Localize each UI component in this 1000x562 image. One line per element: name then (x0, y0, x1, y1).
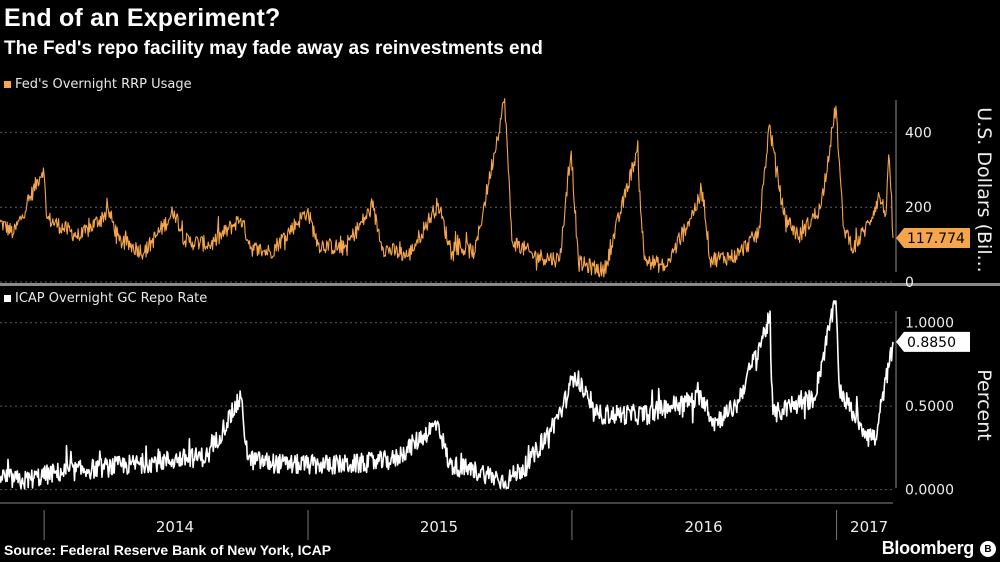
panel-separator (0, 283, 1000, 286)
panel-gc-repo: 0.0000 0.5000 1.0000 0.8850 Percent (0, 300, 995, 499)
y-tick-label: 0.0000 (905, 483, 954, 499)
legend-bottom: ICAP Overnight GC Repo Rate (4, 291, 207, 306)
legend-label-rrp: Fed's Overnight RRP Usage (15, 77, 192, 92)
x-tick-label-2015: 2015 (420, 518, 458, 536)
y-tick-label: 200 (905, 200, 932, 216)
legend-label-gc-repo: ICAP Overnight GC Repo Rate (15, 291, 208, 306)
y-axis-title: Percent (973, 369, 995, 441)
x-tick-label-2016: 2016 (684, 518, 722, 536)
series-line-rrp (0, 98, 894, 278)
y-tick-label: 0.5000 (905, 399, 954, 415)
last-value-flag-shape (896, 331, 970, 352)
x-tick-label-2014: 2014 (156, 518, 194, 536)
panel-rrp: 0 200 400 117.774 U.S. Dollars (Bil... (0, 98, 995, 291)
y-tick-label: 400 (905, 125, 932, 141)
chart-subtitle: The Fed's repo facility may fade away as… (4, 38, 543, 59)
last-value-label: 117.774 (907, 231, 965, 247)
brand-mark-icon: B (980, 541, 996, 557)
legend-top: Fed's Overnight RRP Usage (4, 77, 192, 92)
series-line-gc-repo (0, 300, 894, 490)
last-value-flag: 117.774 (896, 227, 970, 248)
brand-logo: Bloomberg (881, 538, 975, 558)
legend-swatch-rrp (4, 81, 11, 88)
y-tick-label: 1.0000 (905, 316, 954, 332)
last-value-label: 0.8850 (907, 335, 956, 351)
legend-swatch-gc-repo (4, 295, 11, 302)
last-value-flag: 0.8850 (896, 331, 970, 352)
y-axis-title: U.S. Dollars (Bil... (973, 107, 995, 272)
y-tick-label: 0 (905, 275, 914, 291)
chart-title: End of an Experiment? (4, 4, 281, 32)
last-value-flag-shape (896, 227, 970, 248)
x-tick-label-2017: 2017 (850, 518, 888, 536)
source-note: Source: Federal Reserve Bank of New York… (4, 542, 332, 558)
